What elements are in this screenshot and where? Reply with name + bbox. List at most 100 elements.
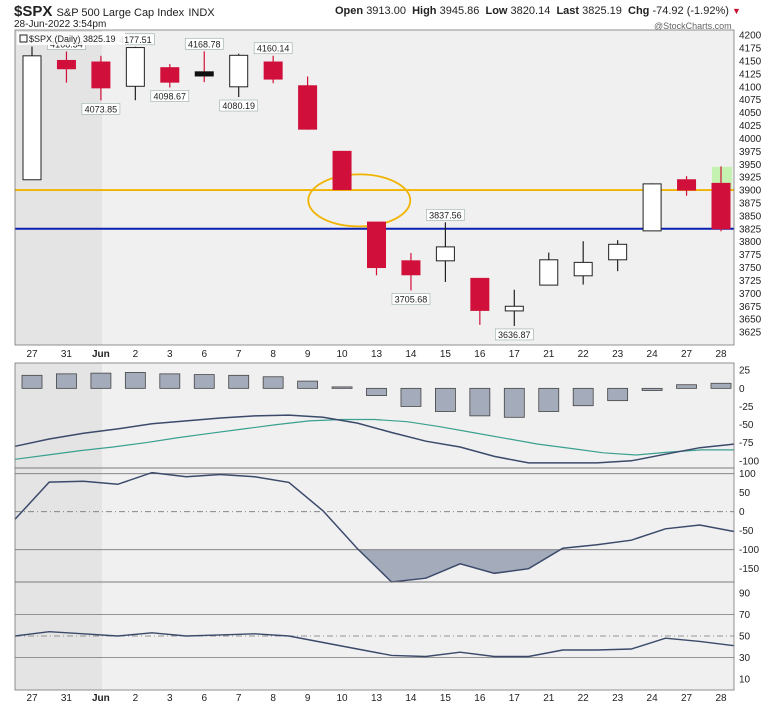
candle-body	[332, 150, 352, 191]
candle-body	[401, 260, 421, 276]
open-label: Open	[335, 5, 364, 17]
candle-body	[711, 182, 731, 230]
price-tick-label: 3975	[739, 147, 762, 158]
cci-tick-label: 50	[739, 488, 751, 499]
macd-histogram-bar	[676, 384, 697, 389]
low-value: 3820.14	[510, 5, 551, 17]
x-axis-label: 21	[543, 349, 555, 360]
x-axis-label: 28	[715, 693, 727, 704]
rsi-line	[14, 630, 735, 658]
x-axis-label: 9	[305, 349, 311, 360]
x-axis-label: 6	[201, 349, 207, 360]
cci-tick-label: -100	[739, 545, 759, 556]
change-label: Chg	[628, 5, 650, 17]
price-tick-label: 3700	[739, 289, 762, 300]
candle-body	[367, 221, 386, 269]
candle-body	[608, 243, 628, 261]
rsi-tick-label: 10	[739, 675, 751, 686]
x-axis-label: 21	[543, 693, 555, 704]
candle-body	[263, 61, 283, 80]
chart-header: $SPX S&P 500 Large Cap Index INDX 28-Jun…	[0, 0, 780, 31]
price-tick-label: 4050	[739, 108, 762, 119]
price-label-box	[494, 328, 534, 341]
x-axis-label: 10	[336, 693, 348, 704]
macd-histogram-bar	[331, 386, 353, 389]
macd-tick-label: -25	[739, 402, 754, 413]
macd-line	[14, 414, 735, 464]
rsi-tick-label: 90	[739, 588, 751, 599]
last-value: 3825.19	[582, 5, 622, 17]
x-axis-label: 22	[578, 349, 590, 360]
macd-histogram-bar	[159, 373, 181, 389]
candle-body	[642, 183, 662, 232]
macd-histogram-bar	[90, 372, 112, 389]
high-label: High	[412, 5, 437, 17]
panel-background-1	[15, 30, 734, 345]
macd-histogram-bar	[572, 387, 594, 407]
price-tick-label: 3950	[739, 160, 762, 171]
change-value: -74.92 (-1.92%)	[652, 5, 729, 17]
price-tick-label: 3725	[739, 276, 762, 287]
candle-body	[56, 59, 76, 70]
x-axis-label: 13	[371, 693, 383, 704]
x-axis-label: 7	[236, 349, 242, 360]
macd-histogram-bar	[21, 374, 43, 389]
price-label: 3837.56	[429, 210, 462, 220]
cci-tick-label: -150	[739, 564, 759, 575]
candle-body	[573, 261, 593, 277]
candle-body	[22, 55, 42, 181]
candle-body	[125, 47, 145, 87]
x-axis-label: 8	[270, 349, 276, 360]
down-arrow-icon: ▼	[731, 6, 741, 16]
macd-histogram-bar	[434, 387, 456, 412]
low-label: Low	[485, 5, 508, 17]
history-shade-3	[15, 468, 102, 582]
macd-histogram-bar	[641, 387, 663, 391]
x-axis-label: 16	[474, 349, 486, 360]
macd-tick-label: 0	[739, 384, 745, 395]
price-label-box	[184, 37, 224, 50]
symbol-title: $SPX S&P 500 Large Cap Index INDX	[14, 3, 215, 20]
price-tick-label: 4075	[739, 95, 762, 106]
copyright: @StockCharts.com	[654, 21, 732, 31]
price-tick-label: 4025	[739, 121, 762, 132]
price-label: 3705.68	[395, 294, 428, 304]
x-axis-label: 6	[201, 693, 207, 704]
macd-histogram-bar	[503, 387, 525, 418]
price-tick-label: 3800	[739, 237, 762, 248]
macd-tick-label: -50	[739, 420, 754, 431]
x-axis-label: 28	[715, 349, 727, 360]
candle-body	[229, 54, 249, 88]
x-axis-label: 17	[509, 349, 521, 360]
x-axis-label: 31	[61, 693, 73, 704]
panel-border	[14, 29, 735, 346]
price-tick-label: 3900	[739, 186, 762, 197]
price-tick-label: 4200	[739, 31, 762, 42]
price-tick-label: 4100	[739, 82, 762, 93]
timestamp: 28-Jun-2022 3:54pm	[14, 19, 107, 30]
x-axis-label: 23	[612, 349, 624, 360]
macd-histogram-bar	[297, 380, 319, 389]
price-tick-label: 3925	[739, 173, 762, 184]
macd-tick-label: 25	[739, 366, 751, 377]
x-axis-label: 31	[61, 349, 73, 360]
signal-line	[14, 418, 734, 460]
macd-histogram-bar	[124, 372, 146, 389]
chart-legend: $SPX (Daily) 3825.19	[29, 34, 116, 44]
price-label-box	[81, 103, 121, 115]
cci-tick-label: 100	[739, 469, 756, 480]
price-tick-label: 4150	[739, 56, 762, 67]
candle-body	[539, 259, 559, 286]
macd-histogram-bar	[262, 376, 284, 389]
macd-tick-label: -100	[739, 456, 759, 467]
candle-body	[435, 246, 455, 262]
x-axis-label: 10	[336, 349, 348, 360]
price-tick-label: 3775	[739, 250, 762, 261]
price-tick-label: 3875	[739, 198, 762, 209]
price-label-box	[391, 293, 431, 305]
price-tick-label: 3825	[739, 224, 762, 235]
candle-body	[91, 61, 111, 89]
price-label-box	[219, 99, 258, 112]
macd-histogram-bar	[400, 387, 422, 407]
